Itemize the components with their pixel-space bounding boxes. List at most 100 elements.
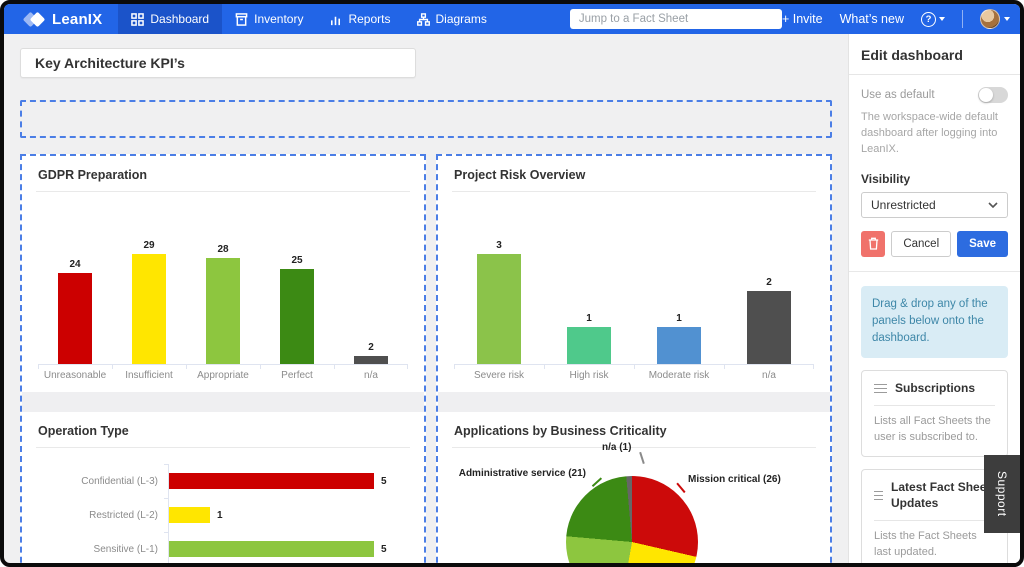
use-as-default-label: Use as default bbox=[861, 89, 935, 101]
main-nav: Dashboard Inventory Reports Diagrams bbox=[118, 4, 499, 34]
divider bbox=[452, 447, 816, 448]
chart-title: Applications by Business Criticality bbox=[454, 424, 667, 438]
divider bbox=[874, 520, 995, 522]
gdpr-preparation-panel: GDPR Preparation 24 29 28 25 2 Unreasonable In… bbox=[22, 156, 424, 392]
pie-label-na: n/a (1) bbox=[602, 442, 632, 453]
cancel-button[interactable]: Cancel bbox=[891, 230, 952, 257]
bar[interactable] bbox=[169, 507, 210, 523]
support-tab[interactable]: Support bbox=[984, 455, 1020, 533]
bar[interactable] bbox=[567, 327, 611, 364]
bar-value: 2 bbox=[766, 277, 772, 288]
bar-value: 25 bbox=[291, 255, 303, 266]
panel-card-title: Latest Fact Sheet Updates bbox=[891, 480, 991, 510]
invite-button[interactable]: + Invite bbox=[781, 12, 823, 26]
axis-category-label: Unreasonable bbox=[38, 365, 112, 381]
bar-row: Restricted (L-2) 1 bbox=[38, 498, 408, 532]
trash-icon bbox=[868, 237, 878, 250]
use-as-default-toggle[interactable] bbox=[978, 87, 1008, 103]
avatar bbox=[980, 9, 1000, 29]
bar[interactable] bbox=[354, 356, 388, 364]
nav-item-reports[interactable]: Reports bbox=[316, 4, 403, 34]
panel-card-description: Lists all Fact Sheets the user is subscr… bbox=[874, 415, 991, 444]
axis-category-label: Insufficient bbox=[112, 365, 186, 381]
divider bbox=[874, 405, 995, 407]
axis-category-label: Moderate risk bbox=[634, 365, 724, 381]
bar[interactable] bbox=[747, 291, 791, 364]
sidebar-title: Edit dashboard bbox=[849, 34, 1020, 75]
gdpr-preparation-chart: 24 29 28 25 2 Unreasonable Insufficient Appropr… bbox=[38, 204, 408, 381]
pie-label-administrative-service: Administrative service (21) bbox=[458, 468, 586, 479]
axis-category-label: Appropriate bbox=[186, 365, 260, 381]
axis-category-label: Perfect bbox=[260, 365, 334, 381]
visibility-value: Unrestricted bbox=[871, 197, 936, 212]
visibility-select[interactable]: Unrestricted bbox=[861, 191, 1008, 218]
panel-drop-zone[interactable] bbox=[20, 100, 832, 138]
nav-item-diagrams[interactable]: Diagrams bbox=[404, 4, 500, 34]
axis-category-label: Confidential (L-3) bbox=[81, 475, 158, 487]
project-risk-overview-panel: Project Risk Overview 3 1 1 2 Severe risk Hig… bbox=[438, 156, 830, 392]
axis-category-label: Sensitive (L-1) bbox=[93, 543, 158, 555]
bar[interactable] bbox=[58, 273, 92, 364]
bar-row: Sensitive (L-1) 5 bbox=[38, 532, 408, 563]
top-navigation-bar: LeanIX Dashboard Inventory Reports bbox=[4, 4, 1020, 34]
user-menu[interactable] bbox=[980, 9, 1010, 29]
panel-card-description: Lists the Fact Sheets last updated. bbox=[874, 530, 977, 559]
nav-label: Reports bbox=[348, 12, 391, 26]
bar[interactable] bbox=[132, 254, 166, 364]
use-as-default-description: The workspace-wide default dashboard aft… bbox=[861, 111, 998, 155]
chart-title: Project Risk Overview bbox=[454, 168, 586, 182]
bar-value: 1 bbox=[676, 313, 682, 324]
drag-handle-icon[interactable] bbox=[874, 383, 887, 394]
nav-label: Diagrams bbox=[435, 12, 487, 26]
topbar-separator bbox=[962, 10, 963, 28]
project-risk-overview-chart: 3 1 1 2 Severe risk High risk Moderate risk n/a bbox=[454, 204, 814, 381]
dashboard-column-right[interactable]: Project Risk Overview 3 1 1 2 Severe risk Hig… bbox=[436, 154, 832, 563]
axis-category-label: Severe risk bbox=[454, 365, 544, 381]
panel-gap bbox=[438, 392, 830, 412]
business-criticality-panel: Applications by Business Criticality n/a… bbox=[438, 412, 830, 563]
panel-gap bbox=[22, 392, 424, 412]
save-button[interactable]: Save bbox=[957, 230, 1008, 257]
whats-new-link[interactable]: What’s new bbox=[839, 12, 904, 26]
dashboard-column-left[interactable]: GDPR Preparation 24 29 28 25 2 Unreasonable In… bbox=[20, 154, 426, 563]
bar-value: 24 bbox=[69, 259, 81, 270]
bar[interactable] bbox=[169, 541, 374, 557]
delete-dashboard-button[interactable] bbox=[861, 230, 886, 257]
chevron-down-icon bbox=[1004, 17, 1010, 21]
pie-leader-line bbox=[676, 482, 686, 494]
leanix-logo-icon bbox=[22, 11, 46, 28]
pie[interactable] bbox=[566, 476, 698, 563]
bar[interactable] bbox=[169, 473, 374, 489]
leanix-logo[interactable]: LeanIX bbox=[22, 10, 103, 28]
chart-title: Operation Type bbox=[38, 424, 129, 438]
axis-category-label: High risk bbox=[544, 365, 634, 381]
bar-chart-icon bbox=[329, 13, 342, 26]
nav-label: Dashboard bbox=[150, 12, 210, 26]
panel-card-subscriptions[interactable]: Subscriptions Lists all Fact Sheets the … bbox=[861, 369, 1008, 458]
panel-card-latest-fact-sheet-updates[interactable]: Latest Fact Sheet Updates Lists the Fact… bbox=[861, 469, 1008, 563]
bar[interactable] bbox=[477, 254, 521, 364]
bar[interactable] bbox=[657, 327, 701, 364]
bar-value: 29 bbox=[143, 240, 155, 251]
bar-value: 1 bbox=[217, 509, 223, 521]
nav-item-inventory[interactable]: Inventory bbox=[222, 4, 316, 34]
axis-category-label: n/a bbox=[724, 365, 814, 381]
bar[interactable] bbox=[206, 258, 240, 364]
dashboard-grid-icon bbox=[131, 12, 145, 26]
help-icon: ? bbox=[921, 11, 936, 27]
fact-sheet-search-input[interactable] bbox=[569, 9, 782, 29]
bar[interactable] bbox=[280, 269, 314, 364]
divider bbox=[452, 191, 816, 192]
bar-row: Confidential (L-3) 5 bbox=[38, 464, 408, 498]
brand-name: LeanIX bbox=[52, 10, 103, 28]
drag-drop-hint: Drag & drop any of the panels below onto… bbox=[861, 285, 1008, 358]
divider bbox=[36, 447, 410, 448]
bar-value: 2 bbox=[368, 342, 374, 353]
edit-dashboard-sidebar: Edit dashboard Use as default The worksp… bbox=[848, 34, 1020, 563]
org-chart-icon bbox=[416, 12, 430, 26]
nav-item-dashboard[interactable]: Dashboard bbox=[118, 4, 223, 34]
dashboard-title-input[interactable] bbox=[20, 48, 416, 78]
help-menu[interactable]: ? bbox=[921, 11, 945, 27]
drag-handle-icon[interactable] bbox=[874, 490, 884, 501]
